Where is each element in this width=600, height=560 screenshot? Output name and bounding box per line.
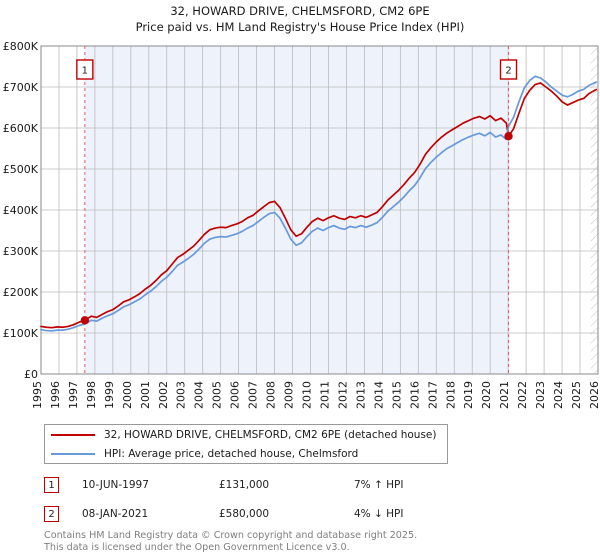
x-axis-tick-label: 2000	[121, 381, 134, 409]
x-axis-tick-label: 2008	[265, 381, 278, 409]
x-axis-tick-label: 2013	[354, 381, 367, 409]
x-axis-tick-label: 2006	[229, 381, 242, 409]
x-axis-tick-label: 2010	[301, 381, 314, 409]
x-axis-tick-label: 2026	[588, 381, 600, 409]
y-axis-tick-label: £300K	[3, 245, 39, 258]
legend-swatch-property	[51, 433, 95, 436]
y-axis-tick-label: £400K	[3, 204, 39, 217]
legend-item-hpi: HPI: Average price, detached house, Chel…	[45, 444, 447, 463]
x-axis-tick-label: 2003	[175, 381, 188, 409]
y-axis-tick-label: £0	[24, 368, 38, 381]
sale-marker-box[interactable]	[76, 59, 94, 80]
transaction-row[interactable]: 1 10-JUN-1997 £131,000 7% ↑ HPI	[44, 476, 403, 494]
x-axis-tick-label: 2011	[318, 381, 331, 409]
x-axis-tick-label: 2021	[498, 381, 511, 409]
legend-label-hpi: HPI: Average price, detached house, Chel…	[104, 447, 359, 460]
y-axis-tick-label: £700K	[3, 81, 39, 94]
y-axis-tick-label: £600K	[3, 122, 39, 135]
property-price-line	[40, 82, 598, 329]
page-title: 32, HOWARD DRIVE, CHELMSFORD, CM2 6PE	[170, 4, 430, 18]
x-axis-tick-label: 2017	[426, 381, 439, 409]
sale-point-dot[interactable]	[504, 132, 513, 141]
y-axis-tick-label: £500K	[3, 163, 39, 176]
transaction-hpi-delta: 4% ↓ HPI	[354, 508, 404, 520]
transaction-price: £580,000	[219, 508, 270, 520]
sale-marker-box[interactable]	[499, 59, 518, 80]
transaction-marker-number: 1	[44, 477, 59, 493]
chart-legend: 32, HOWARD DRIVE, CHELMSFORD, CM2 6PE (d…	[44, 424, 448, 464]
x-axis-tick-label: 1995	[31, 381, 44, 409]
transaction-price: £131,000	[219, 479, 270, 491]
x-axis-tick-label: 1997	[67, 381, 80, 409]
footer-line-1: Contains HM Land Registry data © Crown c…	[44, 530, 418, 541]
x-axis-tick-label: 1998	[85, 381, 98, 409]
x-axis-tick-label: 2009	[283, 381, 296, 409]
x-axis-tick-label: 2022	[516, 381, 529, 409]
x-axis-tick-label: 2025	[570, 381, 583, 409]
x-axis-tick-label: 2019	[462, 381, 475, 409]
x-axis-tick-label: 2001	[139, 381, 152, 409]
x-axis-tick-label: 2018	[444, 381, 457, 409]
page-subtitle: Price paid vs. HM Land Registry's House …	[135, 20, 465, 34]
y-axis-tick-label: £100K	[3, 327, 39, 340]
legend-item-property: 32, HOWARD DRIVE, CHELMSFORD, CM2 6PE (d…	[45, 425, 447, 444]
legend-label-property: 32, HOWARD DRIVE, CHELMSFORD, CM2 6PE (d…	[104, 428, 437, 441]
transaction-date: 10-JUN-1997	[82, 479, 149, 491]
transaction-marker-number: 2	[44, 506, 59, 522]
transaction-date: 08-JAN-2021	[82, 508, 149, 520]
x-axis-tick-label: 2004	[193, 381, 206, 409]
x-axis-tick-label: 2023	[534, 381, 547, 409]
x-axis-tick-label: 2007	[247, 381, 260, 409]
x-axis-tick-label: 2020	[480, 381, 493, 409]
x-axis-tick-label: 2005	[211, 381, 224, 409]
x-axis-tick-label: 1999	[103, 381, 116, 409]
x-axis-tick-label: 2002	[157, 381, 170, 409]
transaction-row[interactable]: 2 08-JAN-2021 £580,000 4% ↓ HPI	[44, 505, 403, 523]
x-axis-tick-label: 2016	[408, 381, 421, 409]
sale-point-dot[interactable]	[80, 316, 90, 325]
sale-marker-label: 1	[82, 66, 88, 77]
y-axis-tick-label: £800K	[3, 40, 39, 53]
x-axis-tick-label: 2015	[390, 381, 403, 409]
x-axis-tick-label: 2012	[336, 381, 349, 409]
x-axis-tick-label: 1996	[49, 381, 62, 409]
transaction-hpi-delta: 7% ↑ HPI	[354, 479, 404, 491]
x-axis-tick-label: 2014	[372, 381, 385, 409]
footer-line-2: This data is licensed under the Open Gov…	[44, 541, 350, 553]
x-axis-tick-label: 2024	[552, 381, 565, 409]
y-axis-tick-label: £200K	[3, 286, 39, 299]
price-chart-plot: £0 £100K £200K £300K £400K £500K £600K £700K £80…	[3, 40, 600, 409]
attribution-footer: Contains HM Land Registry data © Crown c…	[44, 530, 584, 553]
legend-swatch-hpi	[51, 452, 95, 455]
sale-marker-label: 2	[505, 66, 511, 77]
